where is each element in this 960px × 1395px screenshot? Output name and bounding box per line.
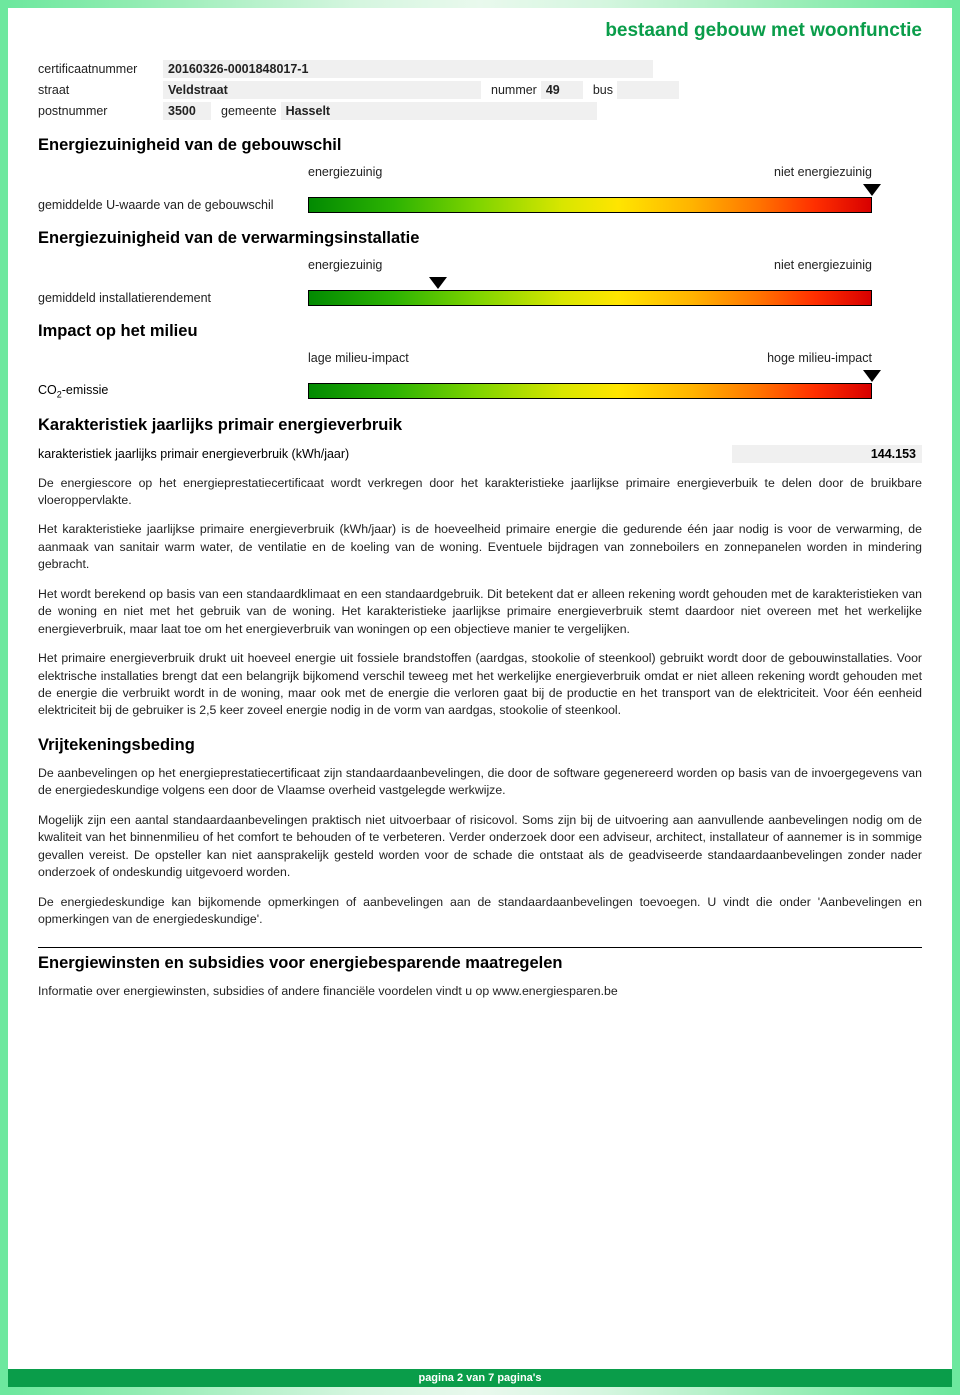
row-post: postnummer 3500 gemeente Hasselt (38, 102, 922, 120)
certificate-page: bestaand gebouw met woonfunctie certific… (0, 0, 960, 1395)
kwh-value: 144.153 (732, 445, 922, 463)
co2-post: -emissie (62, 383, 109, 397)
arrow-marker (429, 277, 447, 289)
page-footer: pagina 2 van 7 pagina's (8, 1369, 952, 1387)
label-certnr: certificaatnummer (38, 62, 163, 76)
value-bus (617, 81, 679, 99)
s2-bar-label: gemiddeld installatierendement (38, 291, 308, 305)
separator (38, 947, 922, 948)
arrow-marker (863, 370, 881, 382)
co2-pre: CO (38, 383, 57, 397)
value-gemeente: Hasselt (281, 102, 597, 120)
section1-title: Energiezuinigheid van de gebouwschil (38, 136, 922, 155)
gradient-bar (308, 383, 872, 399)
s5-p1: De aanbevelingen op het energieprestatie… (38, 765, 922, 800)
label-straat: straat (38, 83, 163, 97)
s3-bar-track (308, 383, 872, 399)
label-postnr: postnummer (38, 104, 163, 118)
gradient-bar (308, 290, 872, 306)
s2-right-label: niet energiezuinig (732, 258, 922, 272)
s6-p1: Informatie over energiewinsten, subsidie… (38, 983, 922, 1000)
s4-p2: Het karakteristieke jaarlijkse primaire … (38, 521, 922, 573)
value-postnr: 3500 (163, 102, 211, 120)
label-gemeente: gemeente (221, 104, 277, 118)
s4-p1: De energiescore op het energieprestatiec… (38, 475, 922, 510)
s3-left-label: lage milieu-impact (308, 351, 732, 365)
s5-p2: Mogelijk zijn een aantal standaardaanbev… (38, 812, 922, 882)
s4-p4: Het primaire energieverbruik drukt uit h… (38, 650, 922, 720)
section3-axis-labels: lage milieu-impact hoge milieu-impact (38, 351, 922, 365)
section4-title: Karakteristiek jaarlijks primair energie… (38, 416, 922, 435)
label-bus: bus (593, 83, 613, 97)
label-nummer: nummer (491, 83, 537, 97)
section2-axis-labels: energiezuinig niet energiezuinig (38, 258, 922, 272)
s3-bar-label: CO2-emissie (38, 383, 308, 400)
section1-axis-labels: energiezuinig niet energiezuinig (38, 165, 922, 179)
s1-left-label: energiezuinig (308, 165, 732, 179)
s1-right-label: niet energiezuinig (732, 165, 922, 179)
row-certnr: certificaatnummer 20160326-0001848017-1 (38, 60, 922, 78)
s3-right-label: hoge milieu-impact (732, 351, 922, 365)
s2-left-label: energiezuinig (308, 258, 732, 272)
kwh-label: karakteristiek jaarlijks primair energie… (38, 447, 732, 461)
cert-info-block: certificaatnummer 20160326-0001848017-1 … (38, 60, 922, 120)
kwh-row: karakteristiek jaarlijks primair energie… (38, 445, 922, 463)
section6-title: Energiewinsten en subsidies voor energie… (38, 954, 922, 973)
s1-bar-track (308, 197, 872, 213)
section5-title: Vrijtekeningsbeding (38, 736, 922, 755)
s4-p3: Het wordt berekend op basis van een stan… (38, 586, 922, 638)
section3-bar: CO2-emissie (38, 383, 922, 400)
section1-bar: gemiddelde U-waarde van de gebouwschil (38, 197, 922, 213)
section3-title: Impact op het milieu (38, 322, 922, 341)
value-certnr: 20160326-0001848017-1 (163, 60, 653, 78)
section2-bar: gemiddeld installatierendement (38, 290, 922, 306)
gradient-bar (308, 197, 872, 213)
section2-title: Energiezuinigheid van de verwarmingsinst… (38, 229, 922, 248)
s5-p3: De energiedeskundige kan bijkomende opme… (38, 894, 922, 929)
s1-bar-label: gemiddelde U-waarde van de gebouwschil (38, 198, 308, 212)
arrow-marker (863, 184, 881, 196)
row-address: straat Veldstraat nummer 49 bus (38, 81, 922, 99)
value-straat: Veldstraat (163, 81, 481, 99)
page-title: bestaand gebouw met woonfunctie (38, 20, 922, 42)
value-nummer: 49 (541, 81, 583, 99)
s2-bar-track (308, 290, 872, 306)
